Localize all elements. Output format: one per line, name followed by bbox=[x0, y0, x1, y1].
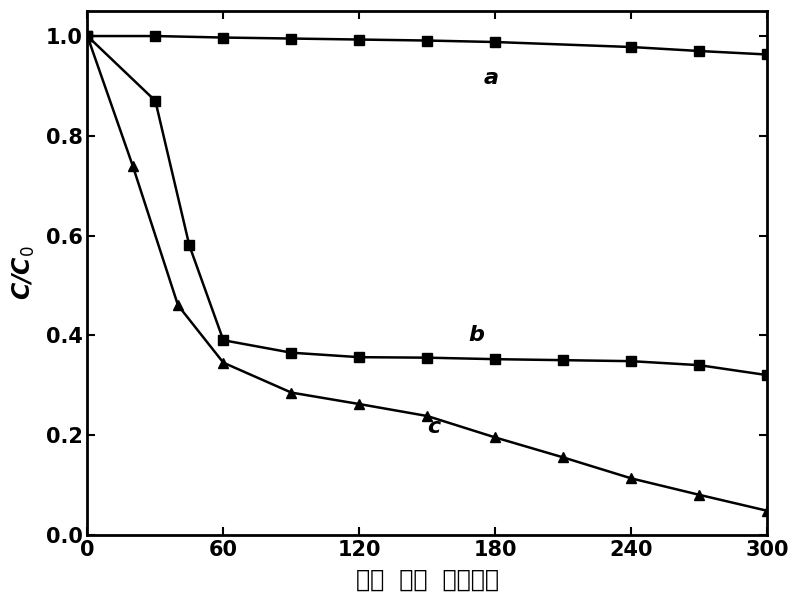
Text: a: a bbox=[484, 68, 499, 89]
Text: b: b bbox=[468, 325, 484, 346]
Y-axis label: C/C$_0$: C/C$_0$ bbox=[11, 245, 38, 300]
X-axis label: 光照  时间  （分钟）: 光照 时间 （分钟） bbox=[356, 568, 498, 592]
Text: c: c bbox=[427, 417, 441, 438]
